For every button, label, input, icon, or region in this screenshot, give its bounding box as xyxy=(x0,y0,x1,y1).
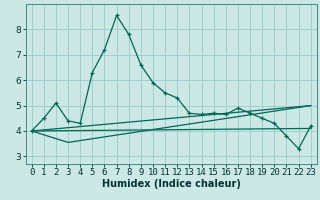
X-axis label: Humidex (Indice chaleur): Humidex (Indice chaleur) xyxy=(102,179,241,189)
